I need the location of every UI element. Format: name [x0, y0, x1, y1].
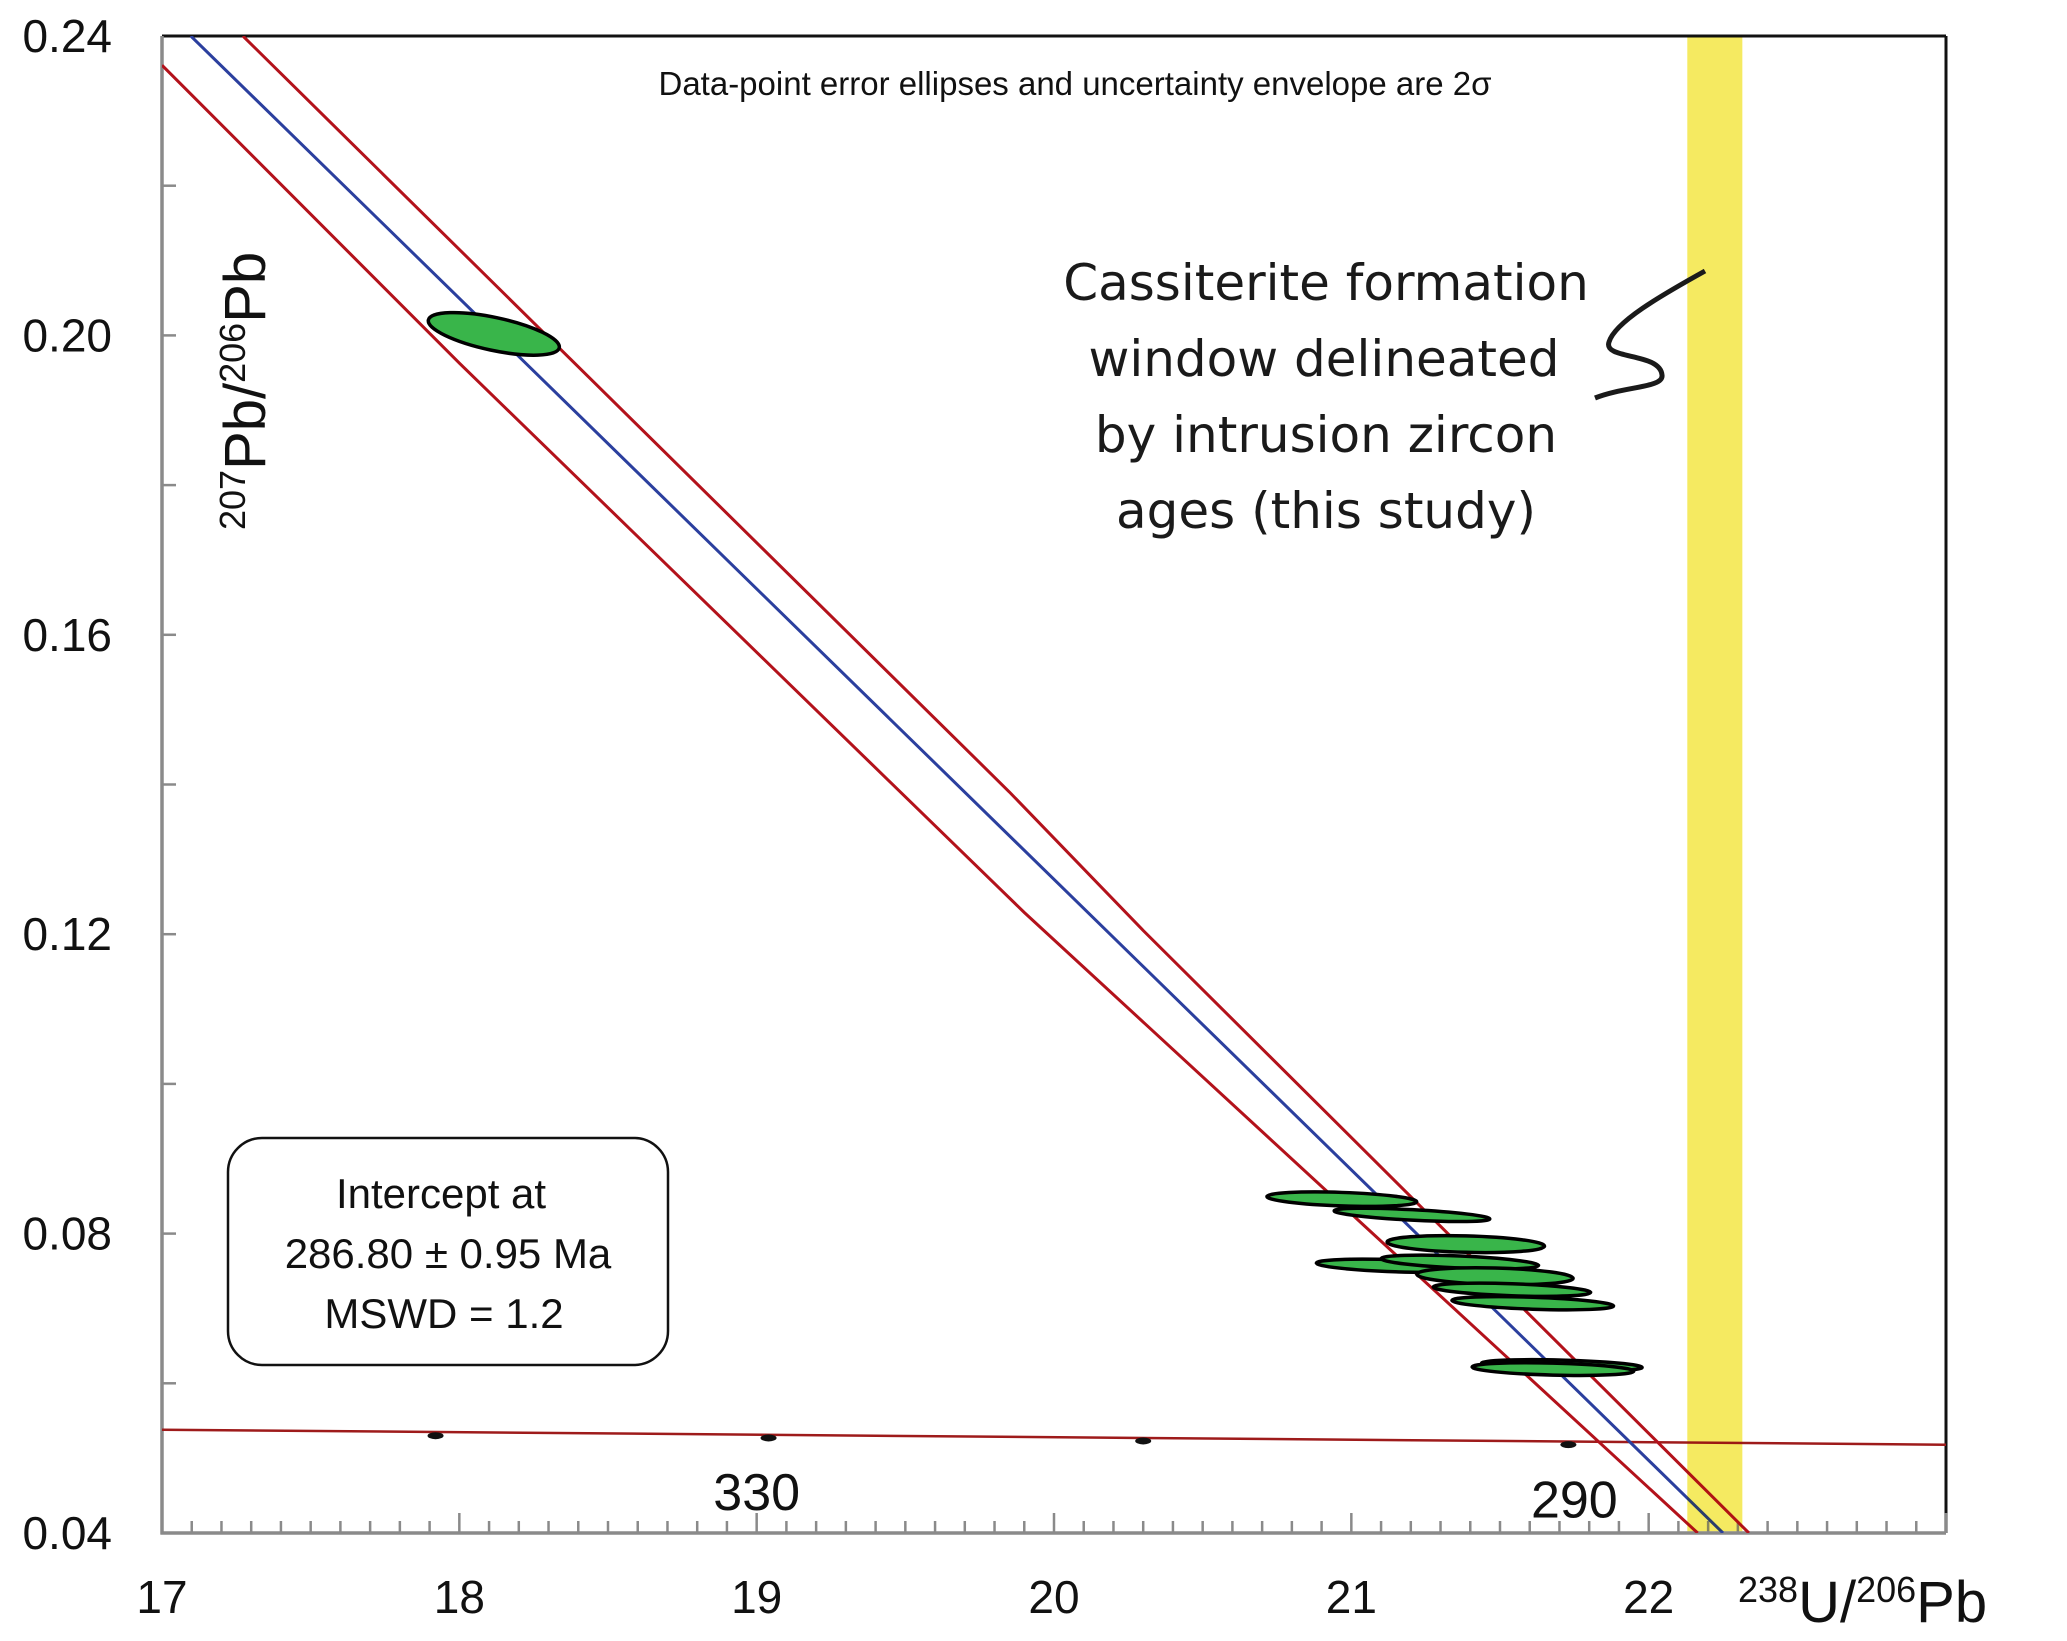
envelope-upper-line — [241, 36, 1750, 1533]
x-title-sup1: 238 — [1738, 1569, 1798, 1610]
y-tick-label: 0.04 — [22, 1507, 112, 1559]
concordia-age-marker — [1560, 1441, 1577, 1449]
x-tick-label: 22 — [1623, 1571, 1674, 1623]
x-title-base2: Pb — [1916, 1570, 1987, 1635]
callout-squiggle-arrow-icon — [1594, 268, 1707, 401]
y-title-base2: Pb — [213, 252, 278, 323]
error-ellipse — [1332, 1206, 1492, 1224]
x-tick-label: 18 — [434, 1571, 485, 1623]
intercept-age: 286.80 ± 0.95 Ma — [285, 1230, 612, 1277]
intercept-mswd: MSWD = 1.2 — [324, 1290, 563, 1337]
y-tick-label: 0.16 — [22, 609, 112, 661]
concordia-curve — [162, 1428, 1946, 1446]
uncertainty-note: Data-point error ellipses and uncertaint… — [658, 65, 1491, 102]
x-tick-label: 20 — [1028, 1571, 1079, 1623]
error-ellipse — [1265, 1190, 1419, 1209]
x-title-sup2: 206 — [1856, 1569, 1916, 1610]
x-tick-label: 17 — [136, 1571, 187, 1623]
y-axis-title: 207Pb/206Pb — [212, 252, 279, 530]
band-overlay — [1687, 36, 1743, 1531]
intercept-line-1: Intercept at — [336, 1170, 546, 1217]
callout-line-3: by intrusion zircon — [1095, 406, 1557, 464]
x-axis-ticks: 17 18 19 20 21 22 — [136, 1513, 1948, 1623]
x-tick-label: 19 — [731, 1571, 782, 1623]
y-title-sup2: 206 — [212, 323, 253, 383]
formation-window-band-overlay — [1687, 36, 1743, 1531]
concordia-age-label: 330 — [713, 1464, 800, 1522]
x-tick-label: 21 — [1326, 1571, 1377, 1623]
concordia-age-labels: 330 290 — [713, 1464, 1617, 1529]
callout-line-4: ages (this study) — [1116, 482, 1536, 540]
y-tick-label: 0.24 — [22, 10, 112, 62]
concordia-age-label: 290 — [1531, 1471, 1618, 1529]
formation-window-callout: Cassiterite formation window delineated … — [1063, 254, 1707, 540]
concordia-age-marker — [760, 1434, 777, 1442]
y-tick-label: 0.08 — [22, 1208, 112, 1260]
concordia-age-marker — [427, 1432, 444, 1440]
callout-line-1: Cassiterite formation — [1063, 254, 1589, 312]
error-ellipses — [426, 310, 1644, 1378]
x-axis-title: 238U/206Pb — [1738, 1569, 1987, 1636]
callout-line-2: window delineated — [1088, 330, 1559, 388]
y-tick-label: 0.20 — [22, 309, 112, 361]
envelope-lower-line — [162, 64, 1699, 1533]
error-ellipse — [1470, 1360, 1636, 1378]
intercept-box-frame — [226, 1136, 670, 1367]
y-title-base1: Pb/ — [213, 382, 278, 470]
concordia-age-marker — [1135, 1437, 1152, 1445]
x-title-base1: U/ — [1798, 1570, 1857, 1635]
error-ellipse — [426, 310, 562, 357]
error-ellipse — [1385, 1233, 1547, 1255]
error-ellipse — [1450, 1294, 1616, 1312]
intercept-box: Intercept at 286.80 ± 0.95 Ma MSWD = 1.2 — [226, 1136, 670, 1367]
y-title-sup1: 207 — [212, 470, 253, 530]
y-tick-label: 0.12 — [22, 908, 112, 960]
y-axis-ticks: 0.24 0.20 0.16 0.12 0.08 0.04 — [22, 10, 176, 1559]
